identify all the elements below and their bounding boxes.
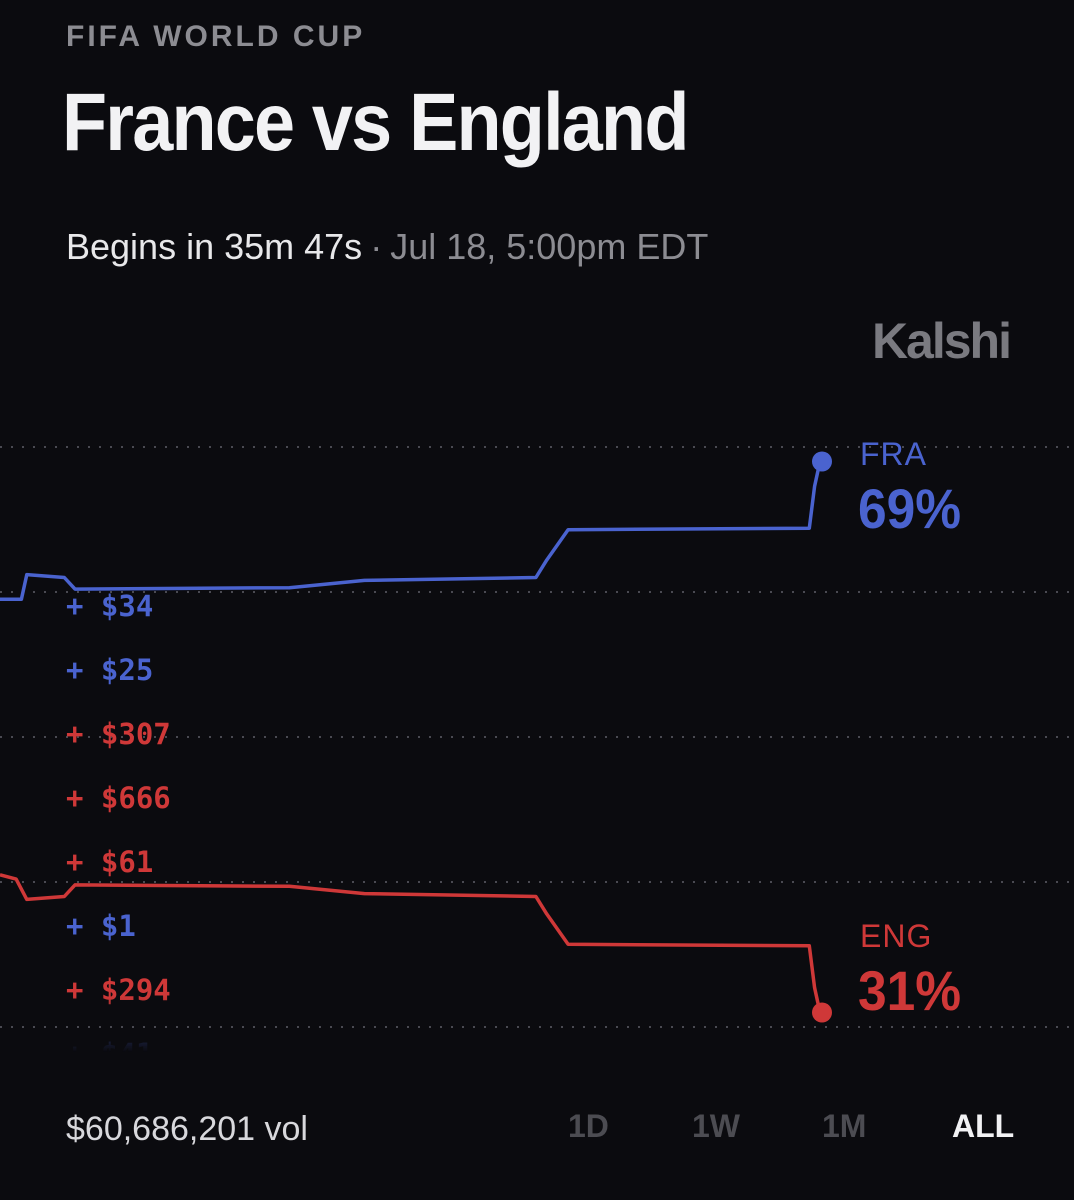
- outcome-code-fra: FRA: [860, 436, 927, 472]
- trade-item: + $61: [66, 845, 154, 879]
- outcome-percent-eng: 31%: [858, 959, 962, 1022]
- kalshi-logo: Kalshi: [871, 313, 1012, 369]
- volume-total: $60,686,201 vol: [66, 1110, 308, 1148]
- tab-1m[interactable]: 1M: [822, 1108, 867, 1144]
- series-line-fra: [0, 461, 822, 602]
- time-range-tabs: 1D 1W 1M ALL: [0, 1108, 1074, 1152]
- trade-item: + $34: [66, 589, 154, 623]
- recent-trades-feed: + $34 + $25 + $307 + $666 + $61 + $1 + $294 + $…: [66, 588, 266, 1052]
- separator-dot: ·: [370, 226, 383, 267]
- trade-item: + $1: [66, 909, 136, 943]
- event-schedule: Begins in 35m 47s · Jul 18, 5:00pm EDT: [66, 226, 708, 268]
- outcome-code-eng: ENG: [860, 918, 933, 954]
- event-title: France vs England: [62, 77, 689, 168]
- tab-1d[interactable]: 1D: [568, 1108, 609, 1144]
- trade-item: + $25: [66, 653, 154, 687]
- trade-item: + $666: [66, 781, 171, 815]
- outcome-percent-fra: 69%: [858, 477, 962, 540]
- countdown-text: Begins in 35m 47s: [66, 226, 363, 267]
- series-endpoint-fra: [812, 451, 832, 472]
- series-line-eng: [0, 873, 822, 1013]
- event-datetime: Jul 18, 5:00pm EDT: [390, 226, 709, 267]
- trade-item: + $41: [66, 1036, 266, 1052]
- trade-item: + $294: [66, 973, 171, 1007]
- event-category: FIFA WORLD CUP: [66, 20, 366, 53]
- chart-series: [0, 451, 832, 1023]
- trade-item: + $307: [66, 717, 171, 751]
- probability-chart[interactable]: [0, 400, 1074, 1060]
- tab-1w[interactable]: 1W: [692, 1108, 740, 1144]
- series-endpoint-eng: [812, 1002, 832, 1023]
- tab-all[interactable]: ALL: [952, 1108, 1015, 1144]
